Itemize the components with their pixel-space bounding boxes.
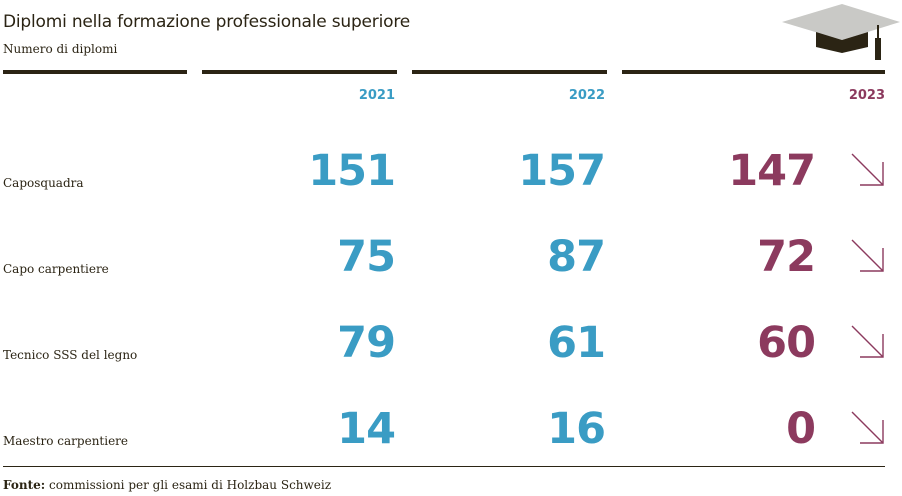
footer-rule: [3, 466, 885, 467]
value-2023: 72: [757, 232, 816, 282]
column-rule-2023: [622, 70, 885, 74]
value-2022: 157: [518, 146, 606, 196]
value-2023: 60: [757, 318, 816, 368]
year-header-2023: 2023: [848, 88, 885, 103]
trend-down-icon: [851, 153, 884, 186]
value-2021: 14: [337, 404, 396, 454]
trend-down-icon: [851, 411, 884, 444]
row-label: Capo carpentiere: [3, 262, 109, 276]
trend-down-icon: [851, 239, 884, 272]
column-rule-labels: [3, 70, 187, 74]
value-2021: 151: [308, 146, 396, 196]
chart-subtitle: Numero di diplomi: [3, 42, 118, 56]
source-text: commissioni per gli esami di Holzbau Sch…: [49, 478, 332, 492]
source-note: Fonte: commissioni per gli esami di Holz…: [3, 478, 331, 492]
chart-title: Diplomi nella formazione professionale s…: [3, 12, 410, 32]
year-header-2021: 2021: [358, 88, 395, 103]
row-label: Tecnico SSS del legno: [3, 348, 138, 362]
row-label: Maestro carpentiere: [3, 434, 129, 448]
row-label: Caposquadra: [3, 176, 84, 190]
value-2023: 147: [728, 146, 816, 196]
value-2023: 0: [786, 404, 816, 454]
value-2022: 61: [547, 318, 606, 368]
year-header-2022: 2022: [568, 88, 605, 103]
value-2022: 87: [547, 232, 606, 282]
value-2022: 16: [547, 404, 606, 454]
source-label: Fonte:: [3, 478, 46, 492]
value-2021: 79: [337, 318, 396, 368]
trend-down-icon: [851, 325, 884, 358]
column-rule-2022: [412, 70, 607, 74]
value-2021: 75: [337, 232, 396, 282]
graduation-cap-icon: [782, 4, 900, 60]
column-rule-2021: [202, 70, 397, 74]
